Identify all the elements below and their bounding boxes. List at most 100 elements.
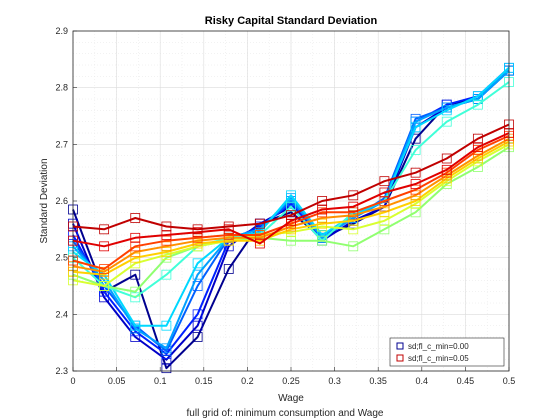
series-5-point-3 bbox=[161, 320, 172, 331]
y-tick-label: 2.6 bbox=[55, 196, 68, 206]
series-11-point-3 bbox=[161, 235, 172, 246]
series-12-point-6 bbox=[254, 238, 265, 249]
series-6-point-11 bbox=[410, 145, 421, 155]
series-6-point-7 bbox=[286, 201, 296, 212]
x-tick-label: 0.1 bbox=[154, 376, 167, 386]
series-5-point-7 bbox=[286, 190, 296, 201]
y-axis-label: Standard Deviation bbox=[39, 158, 50, 243]
series-13-point-10 bbox=[379, 176, 390, 187]
series-8-point-1 bbox=[99, 281, 110, 291]
series-line-5 bbox=[72, 67, 510, 327]
x-tick-label: 0.4 bbox=[416, 376, 429, 386]
series-4-point-3 bbox=[161, 343, 172, 354]
series-8-point-10 bbox=[379, 215, 390, 226]
series-line-7 bbox=[72, 146, 510, 293]
series-6-point-13 bbox=[472, 99, 483, 110]
legend-marker-0 bbox=[396, 342, 404, 350]
series-12-point-9 bbox=[348, 201, 359, 212]
series-line-10 bbox=[72, 137, 510, 273]
x-tick-label: 0.25 bbox=[282, 376, 300, 386]
x-tick-label: 0 bbox=[70, 376, 75, 386]
y-tick-label: 2.9 bbox=[55, 26, 68, 36]
y-tick-label: 2.3 bbox=[55, 366, 68, 376]
series-13-point-1 bbox=[99, 224, 110, 235]
series-6-point-3 bbox=[161, 269, 172, 280]
y-tick-label: 2.8 bbox=[55, 83, 68, 93]
grid bbox=[72, 30, 510, 372]
series-4-point-4 bbox=[192, 269, 203, 280]
x-tick-label: 0.45 bbox=[457, 376, 475, 386]
series-9-point-10 bbox=[379, 207, 390, 218]
y-tick-label: 2.7 bbox=[55, 139, 68, 149]
series-7-point-7 bbox=[286, 235, 296, 246]
series-5-point-13 bbox=[472, 91, 483, 102]
series-6-point-2 bbox=[130, 292, 141, 303]
series-5-point-12 bbox=[441, 105, 452, 116]
series-10-point-3 bbox=[161, 241, 172, 252]
series-13-point-9 bbox=[348, 190, 359, 201]
legend-label-1: sd;fl_c_min=0.05 bbox=[408, 354, 469, 363]
series-9-point-3 bbox=[161, 247, 172, 257]
series-11-point-4 bbox=[192, 232, 203, 243]
series-7-point-2 bbox=[130, 286, 141, 297]
series-5-point-4 bbox=[192, 258, 203, 269]
series-11-point-1 bbox=[99, 264, 110, 274]
x-tick-label: 0.5 bbox=[503, 376, 516, 386]
series-1-point-3 bbox=[161, 354, 172, 365]
series-13-point-4 bbox=[192, 224, 203, 235]
series-12-point-8 bbox=[317, 204, 328, 215]
y-tick-label: 2.4 bbox=[55, 309, 68, 319]
series-11-point-11 bbox=[410, 184, 421, 195]
series-5-point-2 bbox=[130, 320, 141, 331]
legend: sd;fl_c_min=0.00 sd;fl_c_min=0.05 bbox=[389, 337, 505, 367]
series-line-13 bbox=[72, 123, 510, 231]
series-11-point-2 bbox=[130, 241, 141, 252]
series-line-12 bbox=[72, 132, 510, 248]
series-7-point-8 bbox=[317, 235, 328, 246]
x-ticks: 0 0.05 0.1 0.15 0.2 0.25 0.3 0.35 0.4 0.45 0.5 bbox=[70, 367, 515, 386]
series-0-point-3 bbox=[161, 363, 172, 374]
series-11-point-6 bbox=[254, 230, 265, 240]
series-11-point-5 bbox=[223, 230, 234, 240]
y-ticks: 2.3 2.4 2.5 2.6 2.7 2.8 2.9 bbox=[55, 26, 77, 376]
series-7-point-11 bbox=[410, 207, 421, 218]
series-10-point-10 bbox=[379, 201, 390, 212]
series-line-8 bbox=[72, 143, 510, 287]
series-2-point-4 bbox=[192, 309, 203, 320]
series-10-point-8 bbox=[317, 213, 328, 223]
series-13-point-5 bbox=[223, 221, 234, 232]
series-9-point-9 bbox=[348, 215, 359, 226]
series-12-point-2 bbox=[130, 232, 141, 243]
series-13-point-13 bbox=[472, 133, 483, 144]
x-tick-label: 0.15 bbox=[195, 376, 213, 386]
series-8-point-9 bbox=[348, 224, 359, 235]
series-line-6 bbox=[72, 81, 510, 299]
series-12-point-13 bbox=[472, 142, 483, 153]
x-axis-label: Wage bbox=[278, 393, 304, 404]
series-0-point-4 bbox=[192, 332, 203, 342]
series-0-point-5 bbox=[223, 264, 234, 274]
series-line-11 bbox=[72, 134, 510, 270]
series-10-point-11 bbox=[410, 190, 421, 201]
y-tick-label: 2.5 bbox=[55, 253, 68, 263]
legend-box bbox=[389, 337, 505, 367]
caption: full grid of: minimum consumption and Wa… bbox=[187, 408, 384, 419]
series-0-point-2 bbox=[130, 269, 141, 280]
series-group bbox=[68, 62, 514, 374]
x-tick-label: 0.05 bbox=[108, 376, 126, 386]
series-12-point-10 bbox=[379, 187, 390, 198]
series-12-point-11 bbox=[410, 179, 421, 189]
series-13-point-3 bbox=[161, 221, 172, 232]
series-5-point-11 bbox=[410, 122, 421, 133]
legend-marker-1 bbox=[396, 354, 404, 362]
series-6-point-12 bbox=[441, 116, 452, 127]
series-1-point-4 bbox=[192, 320, 203, 331]
x-tick-label: 0.2 bbox=[241, 376, 254, 386]
x-tick-label: 0.3 bbox=[328, 376, 341, 386]
series-13-point-11 bbox=[410, 167, 421, 178]
series-11-point-9 bbox=[348, 207, 359, 218]
series-12-point-1 bbox=[99, 241, 110, 252]
series-12-point-3 bbox=[161, 230, 172, 240]
series-13-point-7 bbox=[286, 210, 296, 221]
